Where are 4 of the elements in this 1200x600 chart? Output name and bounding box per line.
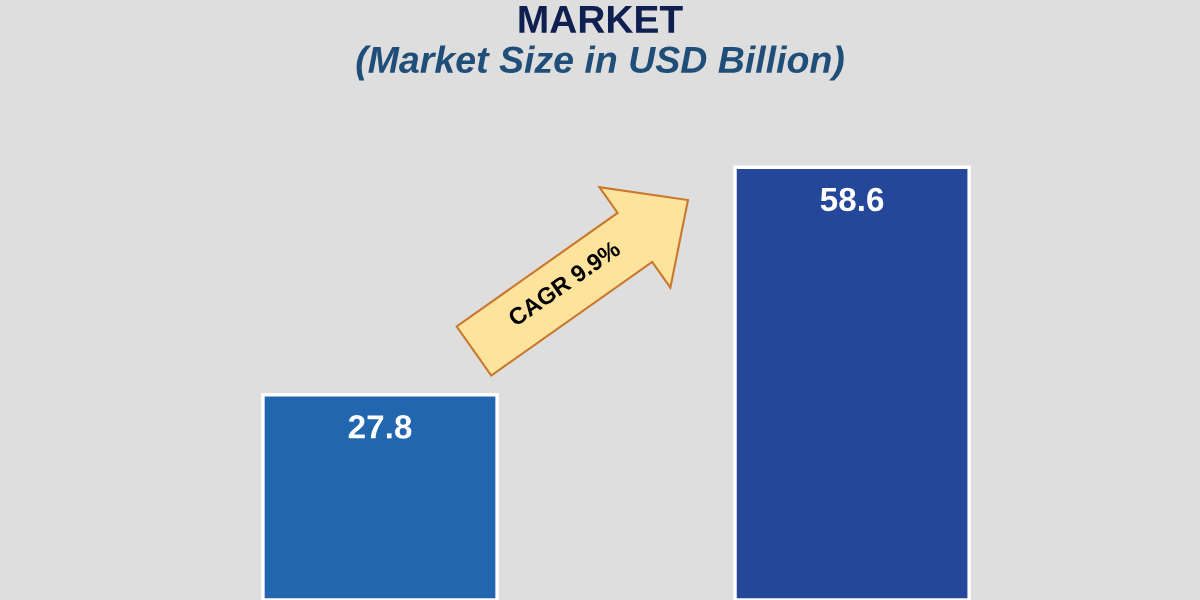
data-label: 58.6 [820,187,884,212]
chart-subtitle: (Market Size in USD Billion) [356,45,844,81]
chart-title: MARKET [519,6,683,33]
data-label: 27.8 [348,415,412,439]
